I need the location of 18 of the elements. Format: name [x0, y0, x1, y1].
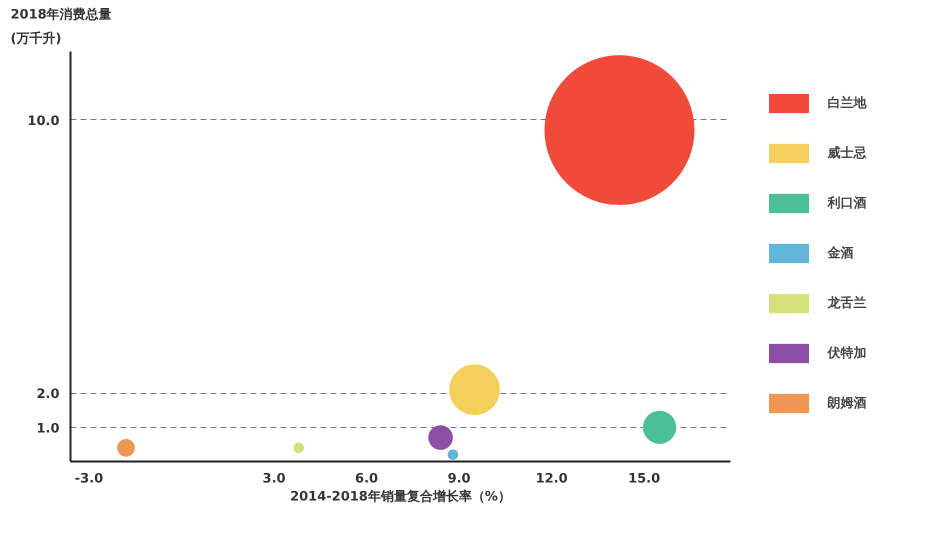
x-tick-label: -3.0 — [74, 472, 104, 486]
x-tick-label: 9.0 — [448, 472, 471, 486]
x-tick-label: 3.0 — [262, 472, 286, 486]
legend-label: 利口酒 — [828, 194, 866, 212]
y-axis-title: 2018年消费总量 (万千升) — [10, 6, 112, 46]
legend-label: 白兰地 — [828, 94, 866, 112]
x-tick-label: 6.0 — [355, 472, 378, 486]
legend-label: 龙舌兰 — [828, 294, 866, 312]
y-tick-label: 1.0 — [36, 421, 60, 436]
x-tick-label: 12.0 — [536, 472, 568, 486]
x-tick-label: 15.0 — [628, 472, 660, 486]
y-tick-label: 2.0 — [36, 387, 60, 402]
legend-label: 威士忌 — [828, 144, 866, 162]
legend-label: 伏特加 — [828, 344, 866, 362]
x-axis-title: 2014-2018年销量复合增长率（%） — [290, 488, 511, 504]
y-tick-label: 10.0 — [27, 114, 60, 129]
legend-label: 朗姆酒 — [828, 394, 866, 412]
legend-label: 金酒 — [828, 244, 854, 262]
